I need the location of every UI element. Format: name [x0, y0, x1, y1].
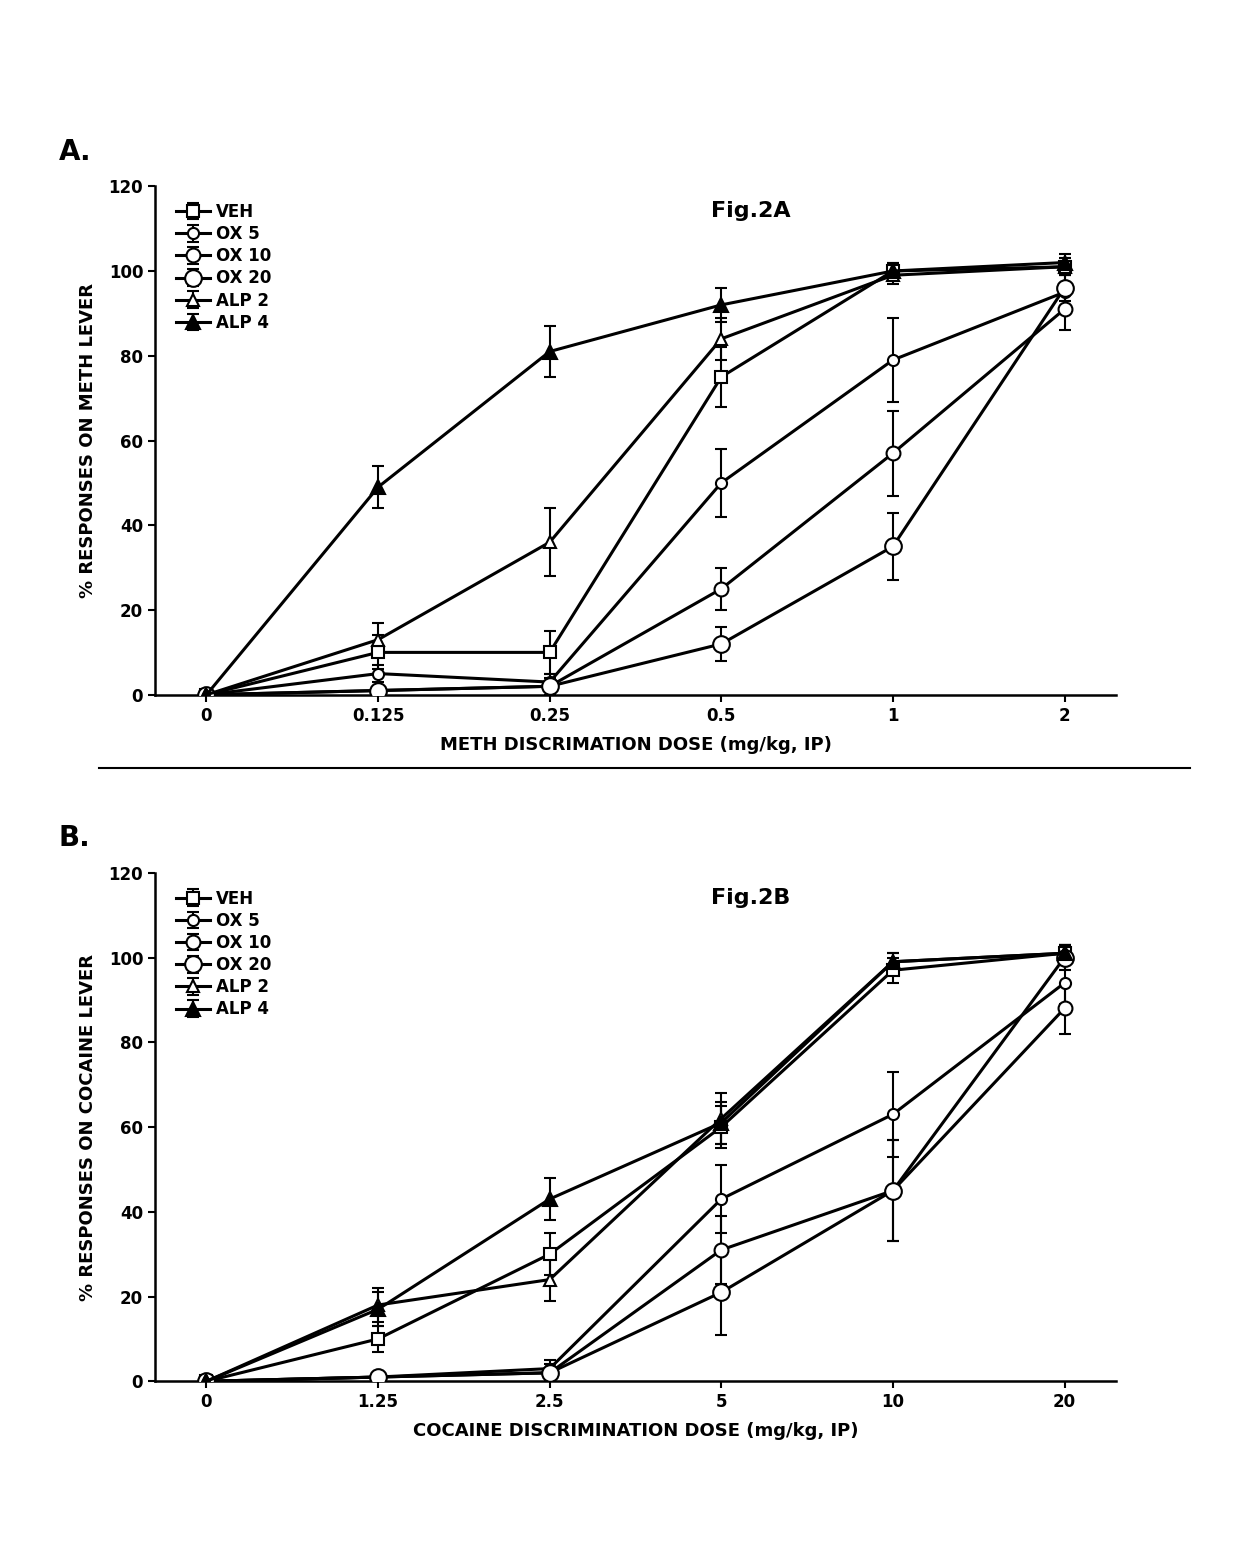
Y-axis label: % RESPONSES ON METH LEVER: % RESPONSES ON METH LEVER — [79, 282, 98, 598]
Y-axis label: % RESPONSES ON COCAINE LEVER: % RESPONSES ON COCAINE LEVER — [79, 953, 98, 1301]
Legend: VEH, OX 5, OX 10, OX 20, ALP 2, ALP 4: VEH, OX 5, OX 10, OX 20, ALP 2, ALP 4 — [172, 886, 275, 1021]
X-axis label: METH DISCRIMATION DOSE (mg/kg, IP): METH DISCRIMATION DOSE (mg/kg, IP) — [439, 736, 832, 754]
Text: A.: A. — [58, 138, 92, 166]
Text: Fig.2A: Fig.2A — [711, 202, 791, 222]
Legend: VEH, OX 5, OX 10, OX 20, ALP 2, ALP 4: VEH, OX 5, OX 10, OX 20, ALP 2, ALP 4 — [172, 200, 275, 335]
Text: B.: B. — [58, 824, 91, 852]
Text: Fig.2B: Fig.2B — [711, 888, 791, 908]
X-axis label: COCAINE DISCRIMINATION DOSE (mg/kg, IP): COCAINE DISCRIMINATION DOSE (mg/kg, IP) — [413, 1422, 858, 1440]
